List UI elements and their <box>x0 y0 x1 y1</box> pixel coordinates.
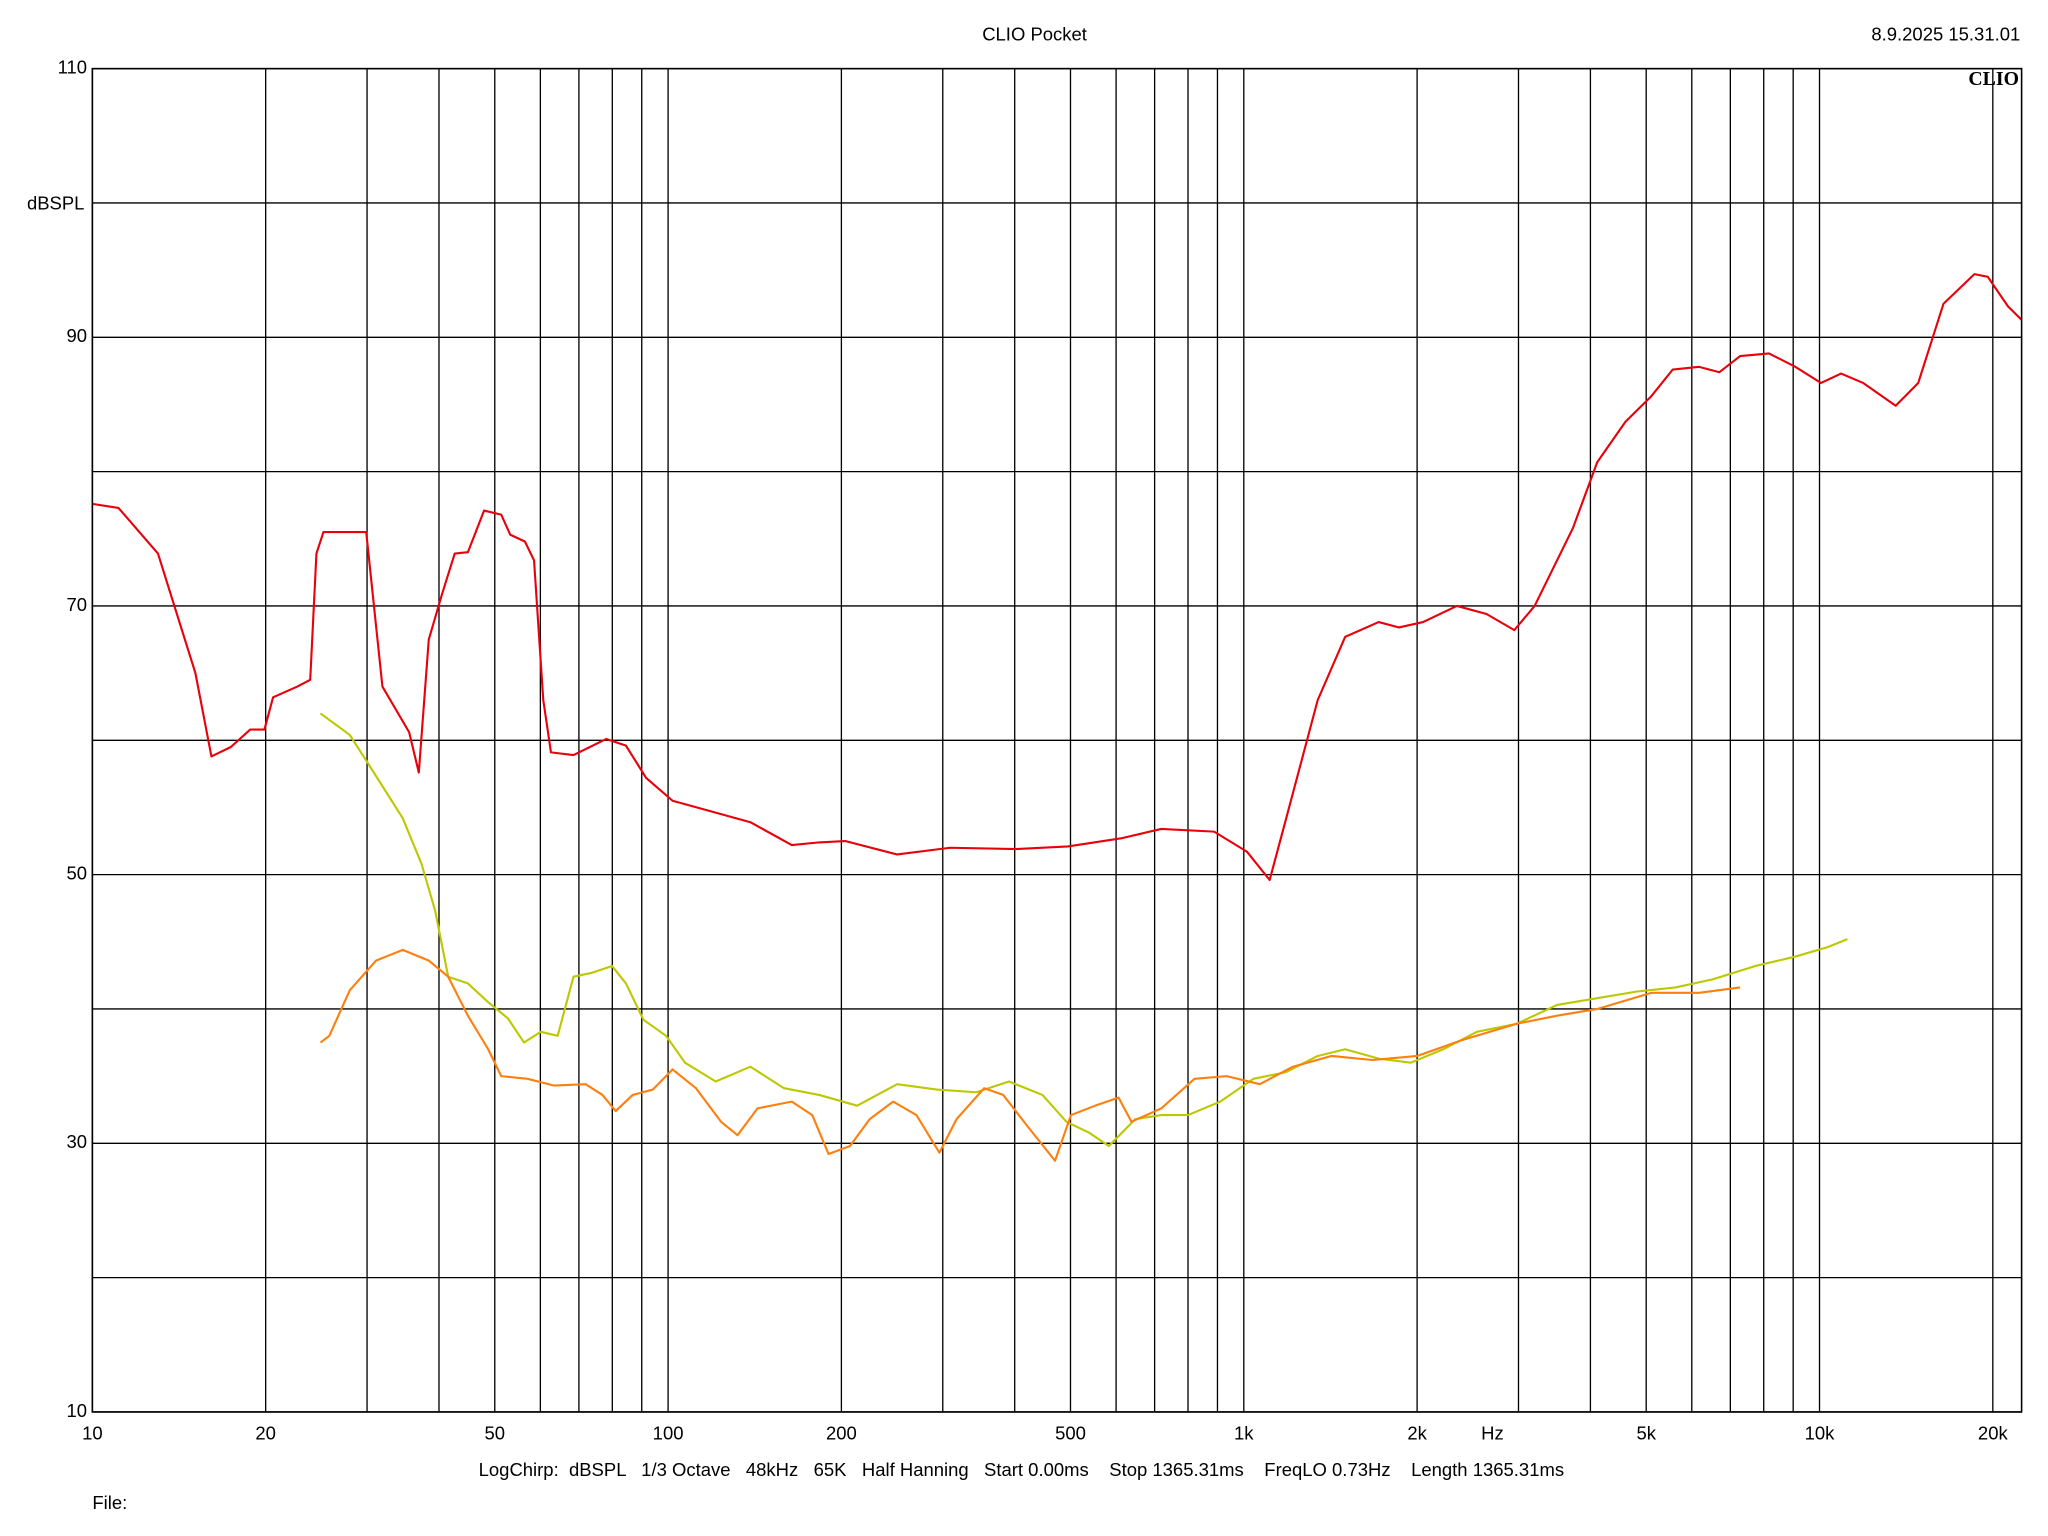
y-tick-label: 90 <box>67 325 88 346</box>
plot-frame <box>91 67 2023 1413</box>
file-label: File: <box>92 1492 127 1513</box>
x-tick-label: 1k <box>1234 1422 1254 1443</box>
logo: CLIO <box>1968 68 2019 90</box>
x-tick-label: 20k <box>1978 1422 2009 1443</box>
series-line <box>92 273 2023 882</box>
y-tick-label: 30 <box>67 1131 88 1152</box>
footer: LogChirp: dBSPL 1/3 Octave 48kHz 65K Hal… <box>479 1459 1564 1480</box>
y-axis-label: dBSPL <box>27 192 85 213</box>
y-tick-label: 10 <box>67 1400 88 1421</box>
x-tick-label: 2k <box>1407 1422 1427 1443</box>
plot-area: 10 20 50 100 200 500 1k 2k 5k 10k 20k 10 30 50 70 90 110 <box>58 56 2023 1443</box>
x-axis-label: Hz <box>1481 1422 1504 1443</box>
x-tick-label: 200 <box>826 1422 857 1443</box>
y-tick-label: 110 <box>58 56 87 77</box>
timestamp: 8.9.2025 15.31.01 <box>1871 24 2020 45</box>
x-tick-label: 10k <box>1805 1422 1836 1443</box>
x-tick-label: 10 <box>82 1422 103 1443</box>
x-tick-label: 100 <box>653 1422 684 1443</box>
x-tick-label: 5k <box>1636 1422 1656 1443</box>
series-line <box>319 948 1741 1162</box>
y-tick-label: 50 <box>67 862 88 883</box>
chart-title: CLIO Pocket <box>982 24 1087 45</box>
y-tick-label: 70 <box>67 594 88 615</box>
x-tick-label: 50 <box>485 1422 506 1443</box>
x-tick-label: 20 <box>255 1422 276 1443</box>
x-tick-label: 500 <box>1055 1422 1086 1443</box>
